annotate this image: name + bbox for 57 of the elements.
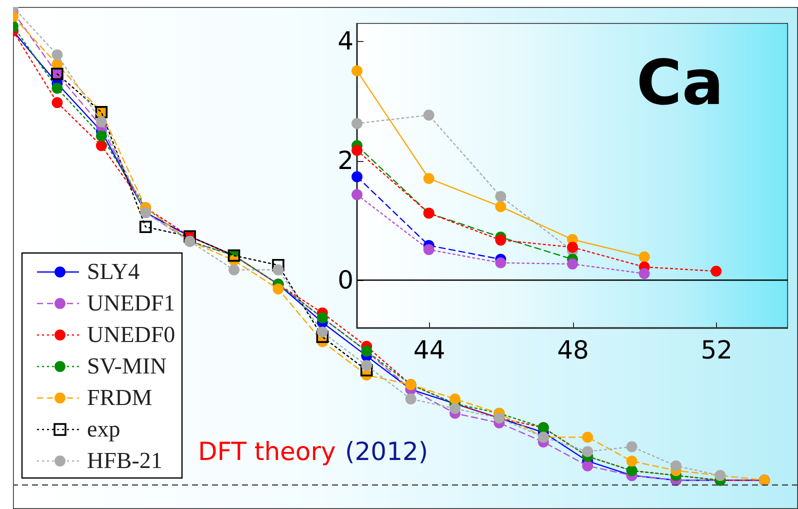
point	[626, 441, 638, 452]
legend-label: SV-MIN	[87, 354, 168, 378]
point	[567, 258, 578, 270]
point	[405, 393, 416, 404]
point	[710, 266, 722, 277]
point	[638, 268, 650, 280]
y-tick-label: 2	[338, 146, 354, 176]
legend-label: UNEDF1	[87, 290, 176, 316]
annotation: DFT theory	[198, 437, 336, 466]
legend-label: HFB-21	[87, 448, 162, 473]
point	[352, 171, 362, 182]
point	[361, 360, 372, 371]
point	[352, 65, 362, 76]
point	[582, 446, 594, 458]
point	[228, 264, 240, 276]
y-tick-label: 0	[338, 266, 354, 295]
x-tick-label: 44	[413, 336, 446, 364]
point	[52, 97, 63, 108]
point	[52, 49, 63, 60]
point	[495, 234, 506, 246]
point	[670, 460, 682, 472]
x-tick-label: 48	[557, 336, 589, 364]
point	[450, 403, 460, 414]
y-tick-label: 4	[338, 26, 354, 56]
point	[272, 284, 284, 294]
point	[423, 110, 434, 121]
x-tick-label: 52	[700, 336, 733, 364]
point	[52, 82, 63, 94]
point	[96, 140, 107, 152]
point	[352, 144, 362, 156]
point	[352, 118, 362, 129]
legend-label: exp	[87, 416, 120, 442]
point	[316, 326, 328, 338]
point	[626, 456, 638, 467]
point	[495, 257, 506, 268]
legend-label: UNEDF0	[87, 322, 176, 347]
point	[582, 432, 594, 443]
point	[495, 190, 506, 202]
point	[352, 189, 362, 200]
point	[96, 116, 107, 128]
point	[582, 460, 594, 472]
legend-label: SLY4	[87, 259, 140, 284]
point	[450, 393, 460, 404]
point	[96, 130, 107, 142]
point	[638, 251, 650, 262]
point	[272, 258, 284, 272]
annotation: Ca	[636, 46, 724, 119]
point	[423, 173, 434, 184]
point	[495, 201, 506, 212]
point	[423, 244, 434, 256]
point	[567, 242, 578, 253]
point	[316, 330, 329, 343]
legend-label: FRDM	[87, 385, 152, 410]
point	[360, 364, 373, 376]
point	[272, 264, 284, 276]
annotation: (2012)	[345, 437, 428, 466]
point	[139, 220, 152, 234]
